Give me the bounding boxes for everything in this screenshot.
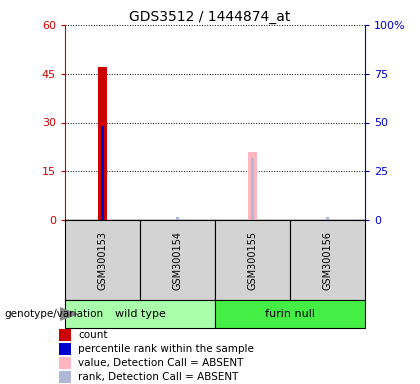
Text: count: count (78, 330, 108, 340)
Bar (59, 343, 71, 355)
Bar (326, 217, 329, 220)
Bar (59, 329, 71, 341)
Text: GSM300154: GSM300154 (173, 230, 183, 290)
Bar (251, 158, 254, 220)
Text: GDS3512 / 1444874_at: GDS3512 / 1444874_at (129, 10, 291, 23)
Polygon shape (60, 308, 77, 320)
Bar (59, 357, 71, 369)
Bar (101, 126, 104, 220)
FancyBboxPatch shape (215, 220, 290, 300)
Bar (248, 152, 257, 220)
FancyBboxPatch shape (290, 220, 365, 300)
FancyBboxPatch shape (65, 300, 215, 328)
FancyBboxPatch shape (65, 220, 140, 300)
Text: GSM300153: GSM300153 (97, 230, 108, 290)
Bar (176, 217, 179, 220)
Text: wild type: wild type (115, 309, 165, 319)
Text: furin null: furin null (265, 309, 315, 319)
Text: rank, Detection Call = ABSENT: rank, Detection Call = ABSENT (78, 372, 239, 382)
Text: genotype/variation: genotype/variation (4, 309, 103, 319)
FancyBboxPatch shape (140, 220, 215, 300)
Bar (98, 67, 107, 220)
Text: GSM300155: GSM300155 (247, 230, 257, 290)
FancyBboxPatch shape (215, 300, 365, 328)
Text: value, Detection Call = ABSENT: value, Detection Call = ABSENT (78, 358, 244, 368)
Bar (59, 371, 71, 383)
Text: percentile rank within the sample: percentile rank within the sample (78, 344, 254, 354)
Text: GSM300156: GSM300156 (323, 230, 333, 290)
